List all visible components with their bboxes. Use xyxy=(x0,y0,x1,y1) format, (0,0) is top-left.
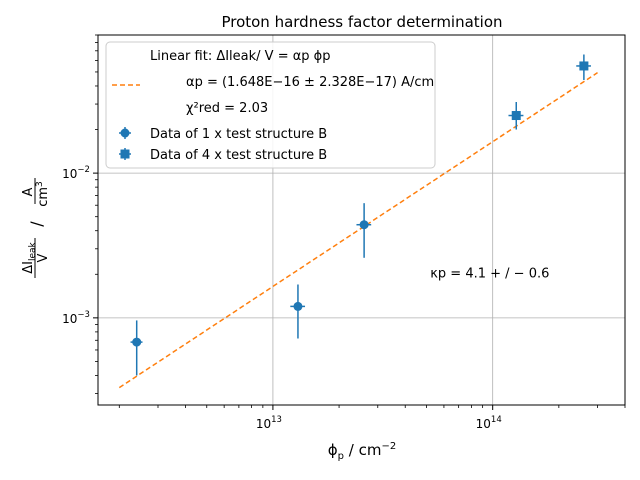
data-point-s1-3 xyxy=(356,203,372,258)
legend-series-2-label: Data of 4 x test structure B xyxy=(150,148,327,163)
data-layer xyxy=(130,54,591,376)
data-point-s2-2 xyxy=(576,54,591,80)
y-label-unit-denominator: cm3 xyxy=(35,181,51,207)
y-label-denominator: V xyxy=(36,253,51,262)
y-label-separator: / xyxy=(27,221,46,227)
circle-marker xyxy=(132,337,142,347)
y-label-unit-numerator: A xyxy=(21,187,36,196)
square-marker xyxy=(511,111,521,121)
legend-alpha: αp = (1.648E−16 ± 2.328E−17) A/cm xyxy=(186,75,434,90)
chart-title: Proton hardness factor determination xyxy=(221,13,502,31)
legend-fit-title: Linear fit: ΔIleak/ V = αp ϕp xyxy=(150,49,331,64)
legend-series-1-label: Data of 1 x test structure B xyxy=(150,127,327,142)
legend-box xyxy=(105,41,436,169)
plot-frame xyxy=(97,34,626,406)
circle-marker xyxy=(293,301,303,311)
data-point-s2-1 xyxy=(508,101,524,130)
data-point-s1-1 xyxy=(130,320,143,376)
legend-chi2: χ²red = 2.03 xyxy=(186,101,268,116)
y-tick-label-0: 10−3 xyxy=(62,310,90,326)
legend-marker-square xyxy=(119,148,131,160)
data-point-s1-2 xyxy=(290,284,306,339)
x-axis-ticks: 1013 1014 xyxy=(118,405,626,431)
legend-marker-circle xyxy=(119,127,131,139)
legend: Linear fit: ΔIleak/ V = αp ϕp αp = (1.64… xyxy=(105,41,436,169)
x-tick-label-1: 1014 xyxy=(476,415,502,431)
y-label-numerator: ΔIleak xyxy=(21,241,38,273)
kappa-annotation: κp = 4.1 + / − 0.6 xyxy=(430,267,549,282)
x-axis-label: ϕp / cm−2 xyxy=(328,441,396,462)
y-axis-ticks: 10−3 10−2 xyxy=(62,34,98,394)
square-marker xyxy=(579,61,589,71)
x-tick-label-0: 1013 xyxy=(256,415,282,431)
circle-marker xyxy=(359,220,369,230)
y-tick-label-1: 10−2 xyxy=(62,165,90,181)
y-axis-label: ΔIleak V / A cm3 xyxy=(21,178,51,278)
